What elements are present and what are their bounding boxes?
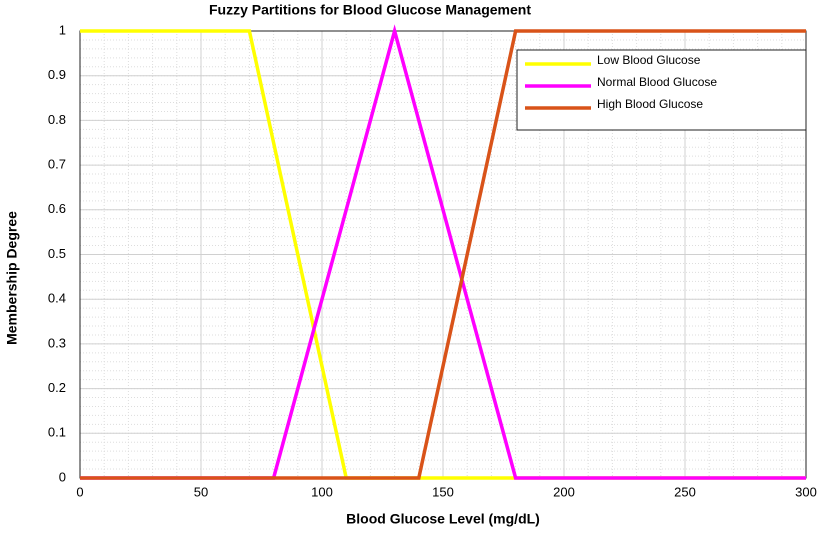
y-axis-label: Membership Degree — [4, 211, 20, 345]
y-tick-label: 0.7 — [48, 157, 66, 172]
legend-label: High Blood Glucose — [597, 97, 703, 111]
x-tick-label: 300 — [795, 484, 817, 499]
x-tick-label: 150 — [432, 484, 454, 499]
y-tick-label: 0.1 — [48, 425, 66, 440]
y-tick-label: 1 — [59, 22, 66, 37]
legend-label: Normal Blood Glucose — [597, 75, 717, 89]
x-tick-label: 50 — [194, 484, 208, 499]
y-tick-label: 0.6 — [48, 201, 66, 216]
y-tick-label: 0.9 — [48, 67, 66, 82]
y-tick-label: 0.3 — [48, 335, 66, 350]
y-tick-label: 0 — [59, 469, 66, 484]
x-tick-label: 200 — [553, 484, 575, 499]
y-tick-label: 0.5 — [48, 246, 66, 261]
x-tick-label: 250 — [674, 484, 696, 499]
series-line — [80, 29, 806, 480]
y-tick-label: 0.2 — [48, 380, 66, 395]
x-tick-label: 0 — [76, 484, 83, 499]
y-tick-label: 0.4 — [48, 291, 66, 306]
legend-label: Low Blood Glucose — [597, 53, 701, 67]
y-tick-label: 0.8 — [48, 112, 66, 127]
x-tick-label: 100 — [311, 484, 333, 499]
x-axis-label: Blood Glucose Level (mg/dL) — [346, 511, 540, 527]
chart-title: Fuzzy Partitions for Blood Glucose Manag… — [209, 2, 531, 18]
